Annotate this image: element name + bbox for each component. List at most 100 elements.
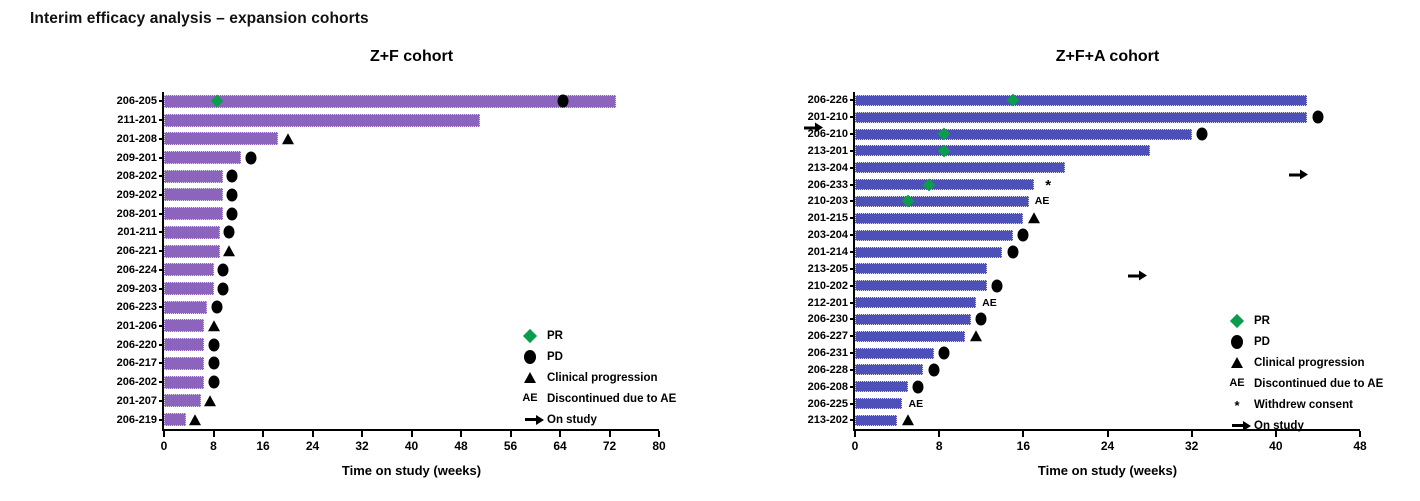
star-icon: * — [1234, 397, 1240, 413]
y-axis-tick — [850, 402, 855, 405]
patient-id-label: 209-201 — [116, 151, 157, 164]
x-axis-label: Time on study (weeks) — [1037, 463, 1178, 478]
y-axis-tick — [159, 343, 164, 346]
legend-label: On study — [1254, 419, 1304, 432]
swimmer-bar — [855, 313, 971, 325]
patient-id-label: 206-219 — [116, 413, 157, 426]
y-axis-row: 206-227 — [728, 328, 855, 345]
y-axis-row: 206-220 — [28, 335, 164, 354]
y-axis-row: 201-215 — [728, 210, 855, 227]
swimmer-row — [855, 126, 1360, 143]
y-axis-row: 209-203 — [28, 279, 164, 298]
pd-circle-marker — [1312, 110, 1324, 124]
x-axis-tick-label: 48 — [454, 439, 468, 453]
y-axis-row: 206-223 — [28, 298, 164, 317]
swimmer-row — [855, 260, 1360, 278]
y-axis-tick — [159, 250, 164, 253]
legend-label: Clinical progression — [547, 371, 658, 384]
swimmer-row — [164, 148, 659, 167]
x-axis-ticks: 0 8 16 24 32 40 48 56 64 72 80 — [160, 431, 666, 457]
y-axis-tick — [159, 399, 164, 402]
legend-item: AE Discontinued due to AE — [1225, 373, 1383, 394]
swimmer-bar — [855, 246, 1003, 258]
y-axis-tick — [159, 212, 164, 215]
y-axis-tick — [850, 368, 855, 371]
cp-triangle-marker — [207, 320, 220, 332]
y-axis-row: 211-201 — [28, 111, 164, 130]
legend-label: Withdrew consent — [1254, 398, 1353, 411]
patient-id-label: 206-233 — [807, 178, 848, 191]
x-axis-tick-label: 0 — [851, 439, 859, 453]
patient-id-label: 201-207 — [116, 394, 157, 407]
ae-text-marker: AE — [908, 397, 924, 410]
swimmer-bar — [855, 145, 1150, 157]
pd-circle-marker — [991, 279, 1003, 293]
plot-area: 206-226 201-210 206-210 213-201 213-204 206-2… — [728, 92, 1418, 499]
patient-id-label: 206-217 — [116, 357, 157, 370]
patient-id-label: 213-204 — [807, 161, 848, 174]
legend-item: * Withdrew consent — [1225, 394, 1383, 415]
swimmer-bar — [855, 398, 903, 410]
zfa-cohort-swimmer-chart: Z+F+A cohort 206-226 201-210 206-210 213-20… — [728, 48, 1418, 498]
pd-circle-marker — [208, 356, 219, 370]
swimmer-row — [855, 378, 1360, 395]
cp-triangle-marker — [222, 245, 235, 257]
patient-id-label: 206-231 — [807, 347, 848, 360]
y-axis-tick — [850, 200, 855, 203]
swimmer-row — [855, 345, 1360, 362]
legend-label: PR — [1254, 314, 1270, 327]
legend-symbol — [1225, 334, 1249, 349]
y-axis-row: 203-204 — [728, 227, 855, 244]
patient-id-label: 213-202 — [807, 414, 848, 427]
patient-id-label: 206-220 — [116, 338, 157, 351]
pd-circle-marker — [557, 94, 569, 108]
y-axis-tick — [850, 352, 855, 355]
ae-text-marker: AE — [982, 296, 997, 309]
patient-id-label: 201-210 — [807, 111, 848, 124]
swimmer-bar — [164, 413, 186, 427]
pd-circle-marker — [1017, 228, 1029, 242]
cp-triangle-marker — [969, 330, 982, 342]
y-axis-tick — [850, 301, 855, 304]
page-title: Interim efficacy analysis – expansion co… — [30, 10, 369, 27]
pd-circle-marker — [1007, 245, 1019, 259]
x-axis-tick — [212, 431, 215, 437]
swimmer-row — [855, 143, 1360, 160]
y-axis-tick — [159, 119, 164, 122]
swimmer-bar — [855, 297, 976, 309]
y-axis-tick — [159, 418, 164, 421]
swimmer-row — [855, 227, 1360, 244]
legend-item: AE Discontinued due to AE — [518, 388, 676, 409]
y-axis-row: 201-211 — [28, 223, 164, 242]
patient-id-label: 206-208 — [807, 380, 848, 393]
y-axis-row: 212-201 — [728, 294, 855, 311]
y-axis-tick — [850, 419, 855, 422]
legend-label: PD — [547, 350, 563, 363]
legend-symbol — [518, 372, 542, 383]
star-marker: * — [1045, 176, 1052, 194]
patient-id-label: 206-202 — [116, 376, 157, 389]
legend: PR PD Clinical progression AE Discontinued d… — [1225, 310, 1383, 436]
swimmer-bar — [855, 347, 934, 359]
swimmer-row — [164, 392, 659, 411]
bars-area: * AE AE AE — [853, 92, 1360, 431]
y-axis-row: 213-202 — [728, 412, 855, 429]
cp-triangle-marker — [901, 414, 914, 426]
pd-circle-marker — [226, 188, 238, 202]
legend-symbol: AE — [1225, 378, 1249, 389]
pr-diamond-icon — [1229, 313, 1245, 328]
x-axis-tick-label: 80 — [652, 439, 666, 453]
y-axis-tick — [159, 100, 164, 103]
x-axis-label: Time on study (weeks) — [341, 463, 482, 478]
y-axis-tick — [850, 99, 855, 102]
y-axis-row: 206-230 — [728, 311, 855, 328]
x-axis-tick — [460, 431, 462, 437]
cp-triangle-marker — [204, 395, 217, 407]
x-axis-tick-label: 0 — [160, 439, 168, 453]
y-axis-row: 213-205 — [728, 260, 855, 277]
swimmer-bar — [164, 300, 208, 314]
swimmer-row — [164, 242, 659, 261]
swimmer-bar — [164, 94, 616, 108]
legend-symbol: AE — [518, 393, 542, 404]
y-axis-tick — [850, 385, 855, 388]
